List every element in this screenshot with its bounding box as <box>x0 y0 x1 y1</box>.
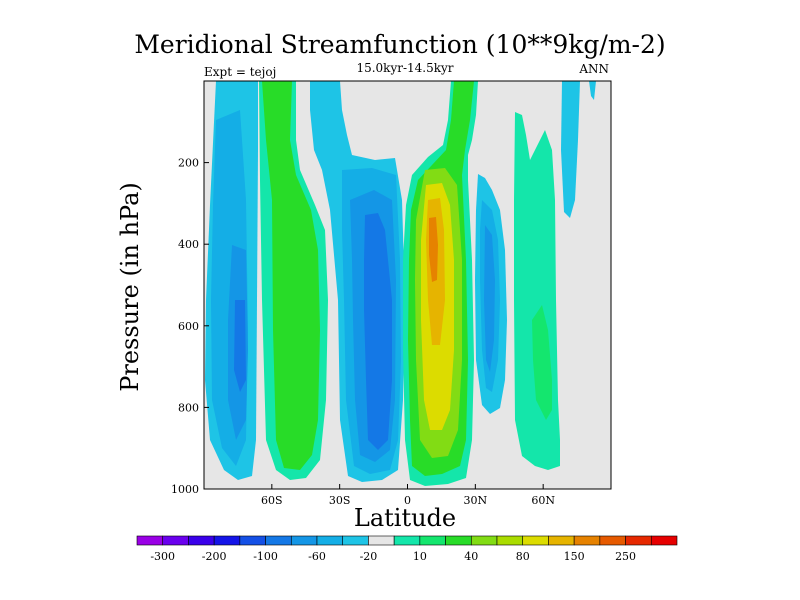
contour-fields <box>205 81 596 486</box>
colorbar-swatch <box>393 535 421 546</box>
colorbar-swatch <box>496 535 524 546</box>
colorbar-swatch <box>599 535 626 546</box>
x-axis-label: Latitude <box>353 504 457 532</box>
colorbar-swatch <box>239 535 266 546</box>
contour-nh-hadley-core <box>429 217 438 282</box>
experiment-label: Expt = tejoj <box>204 65 277 79</box>
colorbar-label: -300 <box>150 550 175 563</box>
x-tick-label: 30N <box>464 494 488 507</box>
y-tick-label: 400 <box>178 238 199 251</box>
colorbar-swatch <box>342 535 369 546</box>
colorbar-label: 80 <box>516 550 530 563</box>
x-tick-label: 0 <box>404 494 411 507</box>
colorbar-label: 150 <box>564 550 585 563</box>
colorbar-label: 10 <box>413 550 427 563</box>
colorbar-swatch <box>316 535 344 546</box>
colorbar-swatch <box>162 535 189 546</box>
colorbar-label: -60 <box>308 550 326 563</box>
colorbar-swatch <box>522 535 549 546</box>
colorbar-label: -100 <box>253 550 278 563</box>
colorbar-swatch <box>265 535 292 546</box>
x-tick-label: 60N <box>531 494 555 507</box>
colorbar-swatch <box>419 535 446 546</box>
contour-nh-polar-sliver <box>589 81 596 100</box>
colorbar-swatch <box>445 535 472 546</box>
y-tick-label: 200 <box>178 157 199 170</box>
colorbar-swatch <box>573 535 601 546</box>
colorbar-swatch <box>470 535 498 546</box>
contour-sh-ferrel-inner <box>262 81 320 470</box>
colorbar-label: -200 <box>202 550 227 563</box>
colorbar-swatch <box>368 535 395 546</box>
colorbar-swatch <box>290 535 318 546</box>
y-tick-label: 1000 <box>171 483 199 496</box>
colorbar-label: 250 <box>615 550 636 563</box>
colorbar-label: 40 <box>464 550 478 563</box>
x-tick-label: 60S <box>261 494 283 507</box>
colorbar-label: -20 <box>360 550 378 563</box>
contour-sh-hadley-core <box>364 213 392 450</box>
chart-subtitle: 15.0kyr-14.5kyr <box>356 61 454 75</box>
x-tick-label: 30S <box>329 494 351 507</box>
colorbar-swatch <box>136 535 164 546</box>
colorbar-swatch <box>188 535 215 546</box>
colorbar-swatch <box>625 535 652 546</box>
contour-nh-ferrel-inner <box>532 305 552 420</box>
y-tick-label: 600 <box>178 320 199 333</box>
y-tick-label: 800 <box>178 401 199 414</box>
colorbar-swatch <box>213 535 241 546</box>
colorbar-swatch <box>650 535 678 546</box>
contour-nh-midlat-inner <box>484 225 495 372</box>
chart-title: Meridional Streamfunction (10**9kg/m-2) <box>134 30 666 59</box>
contour-nh-polar-outer <box>561 81 580 218</box>
season-label: ANN <box>579 62 609 76</box>
contour-sh-polar-core <box>234 300 246 392</box>
colorbar-swatch <box>548 535 575 546</box>
